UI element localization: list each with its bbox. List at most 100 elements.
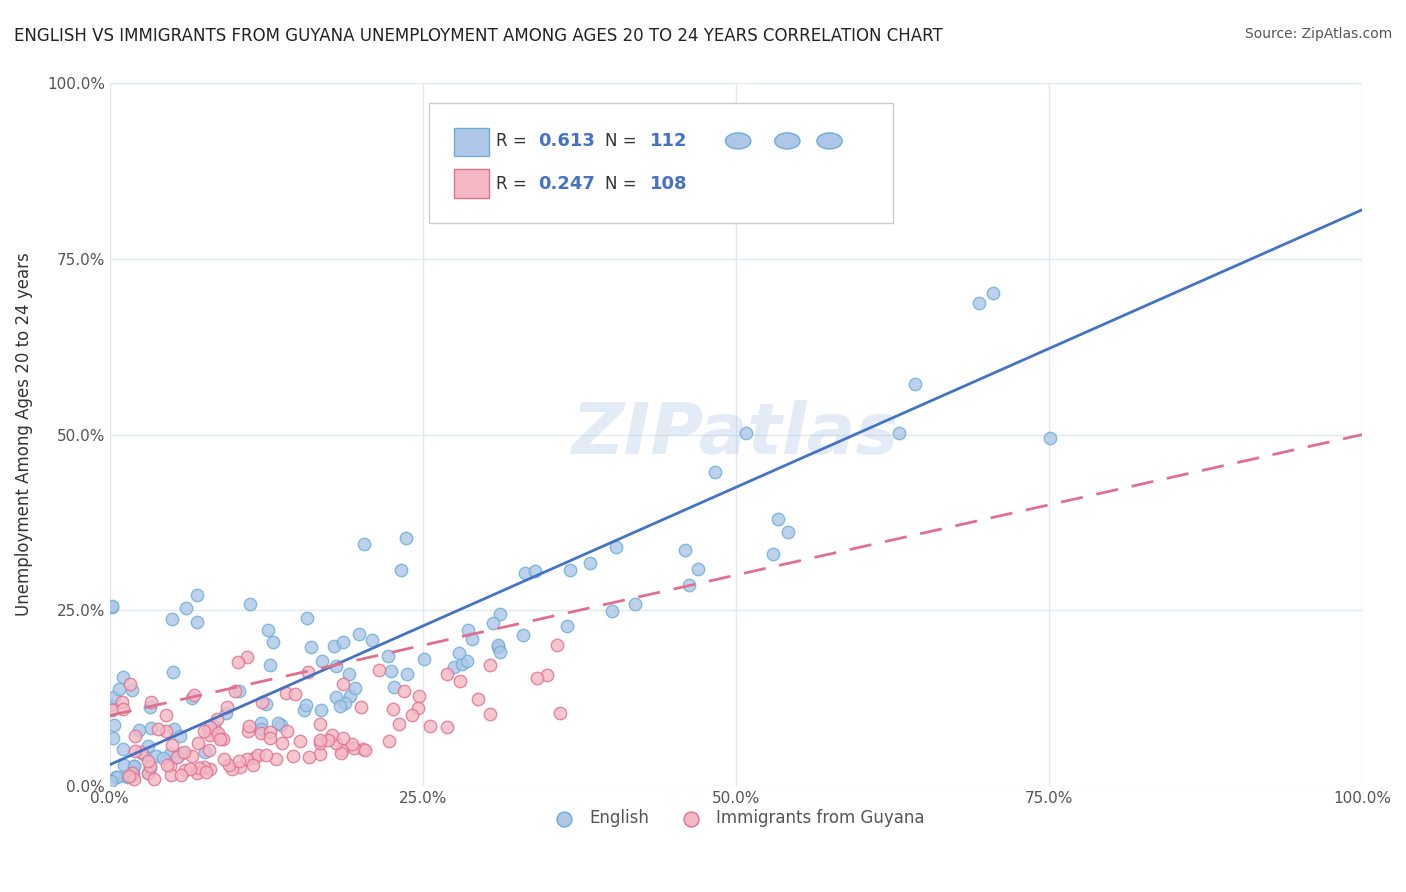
Point bbox=[308, 717, 330, 731]
Point bbox=[546, 638, 568, 652]
Text: R =: R = bbox=[496, 175, 533, 193]
Text: N =: N = bbox=[605, 132, 641, 150]
Point bbox=[256, 623, 278, 637]
Point bbox=[449, 646, 471, 660]
Point bbox=[515, 566, 537, 581]
Point bbox=[118, 677, 141, 691]
Point bbox=[100, 703, 122, 717]
Point bbox=[98, 698, 121, 713]
Point bbox=[139, 700, 162, 714]
Point bbox=[160, 612, 183, 626]
Point bbox=[443, 660, 465, 674]
Point bbox=[323, 639, 346, 653]
Point bbox=[309, 703, 332, 717]
Point bbox=[735, 425, 758, 440]
Text: 0.247: 0.247 bbox=[538, 175, 595, 193]
Point bbox=[353, 537, 375, 551]
Point bbox=[354, 743, 377, 757]
Point bbox=[295, 698, 318, 713]
Point bbox=[451, 657, 474, 671]
Point bbox=[198, 743, 221, 757]
Point bbox=[131, 745, 153, 759]
Point bbox=[486, 638, 509, 652]
Point bbox=[316, 732, 339, 747]
Point bbox=[132, 747, 155, 761]
Point bbox=[142, 772, 165, 787]
Point bbox=[488, 645, 510, 659]
Point bbox=[887, 426, 910, 441]
Point bbox=[250, 726, 273, 740]
Point bbox=[762, 547, 785, 561]
Point bbox=[103, 717, 125, 731]
Point bbox=[118, 769, 141, 783]
Point bbox=[309, 736, 332, 750]
Point bbox=[221, 762, 243, 776]
Text: ENGLISH VS IMMIGRANTS FROM GUYANA UNEMPLOYMENT AMONG AGES 20 TO 24 YEARS CORRELA: ENGLISH VS IMMIGRANTS FROM GUYANA UNEMPL… bbox=[14, 27, 943, 45]
Point bbox=[122, 772, 145, 787]
Point bbox=[332, 731, 354, 746]
Point bbox=[321, 728, 343, 742]
Point bbox=[467, 692, 489, 706]
Point bbox=[162, 665, 184, 679]
Text: R =: R = bbox=[496, 132, 533, 150]
Point bbox=[112, 758, 135, 772]
Point bbox=[179, 762, 201, 776]
Point bbox=[100, 773, 122, 788]
Point bbox=[236, 724, 259, 739]
Point bbox=[299, 640, 322, 654]
Point bbox=[105, 770, 128, 784]
Point bbox=[212, 752, 235, 766]
Point bbox=[214, 706, 236, 720]
Point bbox=[457, 624, 479, 638]
Point bbox=[271, 736, 294, 750]
Point bbox=[1039, 431, 1062, 445]
Point bbox=[298, 750, 321, 764]
Point bbox=[325, 690, 347, 704]
Point bbox=[686, 562, 709, 576]
Point bbox=[239, 598, 262, 612]
Point bbox=[267, 716, 290, 731]
Point bbox=[330, 746, 353, 760]
Point bbox=[186, 588, 208, 602]
Point bbox=[145, 749, 167, 764]
Point bbox=[361, 633, 384, 648]
Point bbox=[128, 723, 150, 738]
Point bbox=[555, 619, 578, 633]
Point bbox=[200, 720, 222, 734]
Point bbox=[523, 565, 546, 579]
Point bbox=[578, 556, 600, 570]
Text: 0.613: 0.613 bbox=[538, 132, 595, 150]
Point bbox=[122, 759, 145, 773]
Point bbox=[284, 687, 307, 701]
Point bbox=[436, 667, 458, 681]
Point bbox=[350, 700, 373, 714]
Point bbox=[382, 702, 405, 716]
Point bbox=[124, 759, 146, 773]
Point bbox=[228, 684, 250, 698]
Point bbox=[136, 766, 159, 780]
Point bbox=[166, 749, 188, 764]
Point bbox=[114, 768, 136, 782]
Point bbox=[283, 748, 305, 763]
Point bbox=[152, 751, 174, 765]
Point bbox=[170, 768, 193, 782]
Point bbox=[122, 768, 145, 782]
Point bbox=[160, 738, 183, 752]
Point bbox=[295, 610, 318, 624]
Point bbox=[198, 728, 221, 742]
Point bbox=[678, 578, 700, 592]
Point bbox=[136, 765, 159, 780]
Point bbox=[377, 649, 399, 664]
Point bbox=[139, 759, 162, 773]
Point bbox=[194, 745, 217, 759]
Point bbox=[173, 745, 195, 759]
Point bbox=[266, 751, 288, 765]
Point bbox=[200, 762, 222, 776]
Point bbox=[489, 607, 512, 621]
Point bbox=[254, 697, 277, 711]
Point bbox=[288, 733, 311, 747]
Point bbox=[558, 563, 581, 577]
Point bbox=[536, 668, 558, 682]
Text: 108: 108 bbox=[650, 175, 688, 193]
Point bbox=[101, 600, 124, 615]
